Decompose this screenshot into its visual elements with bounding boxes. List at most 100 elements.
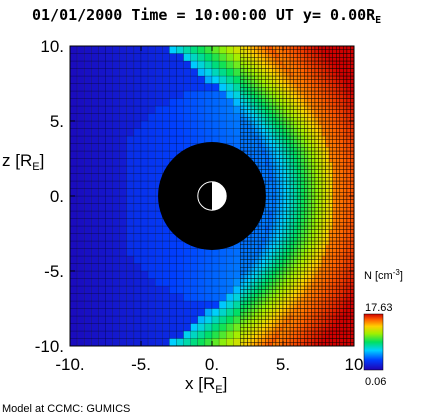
density-cell [282,139,287,144]
density-cell [279,240,284,245]
density-cell [307,46,312,50]
density-cell [126,60,135,69]
density-cell [140,248,149,257]
density-cell [265,315,270,320]
density-cell [197,255,206,264]
density-cell [300,285,305,290]
density-cell [243,278,248,283]
density-cell [339,334,344,339]
density-cell [332,68,337,73]
density-cell [268,255,273,260]
density-cell [304,338,309,343]
density-cell [328,72,333,77]
density-cell [265,143,270,148]
density-cell [350,334,354,339]
density-cell [328,60,333,65]
density-cell [126,270,135,279]
density-cell [275,289,280,294]
density-cell [133,46,142,54]
density-cell [311,342,316,346]
density-cell [204,263,213,272]
density-cell [346,203,351,208]
density-cell [105,240,113,249]
density-cell [346,87,351,92]
density-cell [346,233,351,238]
density-cell [296,72,301,77]
density-cell [70,285,78,294]
density-cell [133,225,142,234]
density-cell [325,124,330,129]
density-cell [105,75,113,84]
density-cell [275,49,280,54]
density-cell [197,323,206,332]
density-cell [76,60,85,69]
density-cell [328,210,333,215]
density-cell [240,240,245,245]
density-cell [300,102,305,107]
density-cell [275,147,280,152]
density-cell [318,64,323,69]
density-cell [257,248,262,253]
density-cell [243,267,248,272]
density-cell [286,53,291,58]
density-cell [218,323,227,332]
density-cell [140,105,149,114]
density-cell [307,263,312,268]
density-cell [279,248,284,253]
density-cell [91,46,99,54]
density-cell [311,75,316,80]
density-cell [250,94,255,99]
density-cell [275,173,280,178]
density-cell [162,308,170,317]
density-cell [293,188,298,193]
density-cell [261,169,266,174]
density-cell [328,64,333,69]
density-cell [293,53,298,58]
density-cell [336,218,341,223]
density-cell [243,132,248,137]
density-cell [346,308,351,313]
density-cell [289,165,294,170]
density-cell [300,315,305,320]
density-cell [257,252,262,257]
density-cell [282,68,287,73]
density-cell [293,132,298,137]
density-cell [350,323,354,328]
density-cell [304,79,309,84]
density-cell [119,143,127,152]
density-cell [332,60,337,65]
density-cell [343,132,348,137]
density-cell [286,83,291,88]
density-cell [321,323,326,328]
density-cell [98,323,106,332]
density-cell [296,233,301,238]
density-cell [350,248,354,253]
density-cell [328,169,333,174]
density-cell [140,113,149,122]
density-cell [126,285,135,294]
density-cell [272,169,277,174]
density-cell [286,203,291,208]
density-cell [343,282,348,287]
density-cell [218,330,227,339]
density-cell [70,210,78,219]
density-cell [350,278,354,283]
density-cell [265,117,270,122]
density-cell [325,263,330,268]
density-cell [325,203,330,208]
density-cell [84,233,92,242]
density-cell [304,285,309,290]
density-cell [328,98,333,103]
density-cell [98,135,106,144]
density-cell [314,128,319,133]
density-cell [112,323,120,332]
density-cell [147,53,156,62]
density-cell [162,315,170,324]
density-cell [268,312,273,317]
density-cell [318,120,323,125]
density-cell [183,293,191,302]
density-cell [254,237,259,242]
density-cell [275,124,280,129]
density-cell [247,147,252,152]
density-cell [272,289,277,294]
